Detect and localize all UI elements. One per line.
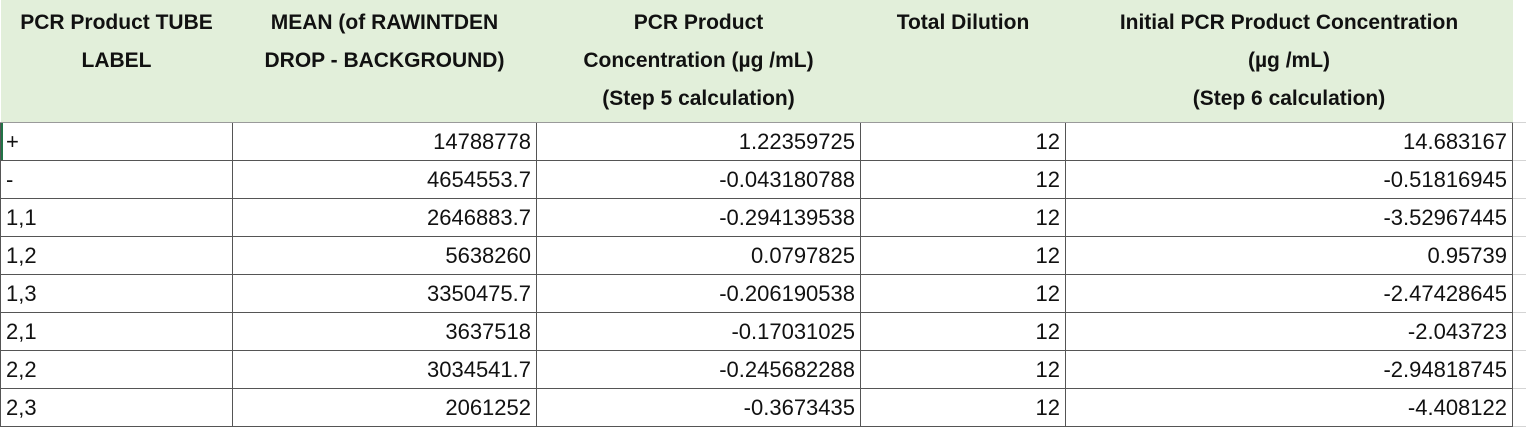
- cell[interactable]: 12: [860, 312, 1066, 351]
- cell[interactable]: 2646883.7: [232, 198, 537, 237]
- cell[interactable]: -2.94818745: [1065, 350, 1513, 389]
- cell[interactable]: 2,2: [0, 350, 233, 389]
- cell[interactable]: 2,3: [0, 388, 233, 427]
- cell[interactable]: -0.043180788: [536, 160, 861, 199]
- cell[interactable]: 2061252: [232, 388, 537, 427]
- header-text: Initial PCR Product Concentration: [1119, 11, 1459, 34]
- cell[interactable]: 1.22359725: [536, 122, 861, 161]
- cell[interactable]: 2,1: [0, 312, 233, 351]
- header-cell: PCR Product TUBE LABEL: [0, 0, 233, 123]
- cell[interactable]: 4654553.7: [232, 160, 537, 199]
- cell[interactable]: -0.3673435: [536, 388, 861, 427]
- cell[interactable]: -0.294139538: [536, 198, 861, 237]
- header-text: DROP - BACKGROUND): [264, 49, 505, 72]
- cell[interactable]: 12: [860, 274, 1066, 313]
- cell[interactable]: -2.47428645: [1065, 274, 1513, 313]
- cell[interactable]: +: [0, 122, 233, 161]
- empty-cell: [1512, 122, 1526, 161]
- cell[interactable]: 12: [860, 388, 1066, 427]
- cell[interactable]: 0.95739: [1065, 236, 1513, 275]
- header-cell: Total Dilution: [860, 0, 1066, 123]
- cell[interactable]: 12: [860, 350, 1066, 389]
- cell[interactable]: 0.0797825: [536, 236, 861, 275]
- data-row: 2,2 3034541.7 -0.245682288 12 -2.94818745: [0, 350, 1526, 389]
- data-row: 2,3 2061252 -0.3673435 12 -4.408122: [0, 388, 1526, 427]
- empty-cell: [1512, 236, 1526, 275]
- cell[interactable]: 12: [860, 122, 1066, 161]
- cell[interactable]: 1,1: [0, 198, 233, 237]
- header-cell: Initial PCR Product Concentration (µg /mL…: [1065, 0, 1513, 123]
- header-row: PCR Product TUBE LABEL MEAN (of RAWINTDEN D…: [0, 0, 1526, 123]
- cell[interactable]: -2.043723: [1065, 312, 1513, 351]
- header-text: Total Dilution: [896, 11, 1030, 34]
- data-row: 2,1 3637518 -0.17031025 12 -2.043723: [0, 312, 1526, 351]
- data-row: 1,3 3350475.7 -0.206190538 12 -2.47428645: [0, 274, 1526, 313]
- header-text: (Step 5 calculation): [602, 87, 795, 110]
- cell[interactable]: 3350475.7: [232, 274, 537, 313]
- empty-cell: [1512, 198, 1526, 237]
- header-text: (µg /mL): [1247, 49, 1331, 72]
- data-row: 1,1 2646883.7 -0.294139538 12 -3.52967445: [0, 198, 1526, 237]
- table-body: +14788778 1.22359725 12 14.683167-4654553.7…: [0, 122, 1526, 427]
- cell[interactable]: -0.51816945: [1065, 160, 1513, 199]
- header-cell: MEAN (of RAWINTDEN DROP - BACKGROUND): [232, 0, 537, 123]
- empty-cell: [1512, 160, 1526, 199]
- empty-cell: [1512, 274, 1526, 313]
- data-row: -4654553.7 -0.043180788 12 -0.51816945: [0, 160, 1526, 199]
- cell[interactable]: 12: [860, 160, 1066, 199]
- header-cell: PCR Product Concentration (µg /mL) (Step 5…: [536, 0, 861, 123]
- header-text: LABEL: [81, 49, 152, 72]
- header-text: Concentration (µg /mL): [583, 49, 814, 72]
- cell[interactable]: -0.245682288: [536, 350, 861, 389]
- cell[interactable]: 14.683167: [1065, 122, 1513, 161]
- cell[interactable]: -0.206190538: [536, 274, 861, 313]
- cell[interactable]: -4.408122: [1065, 388, 1513, 427]
- header-text: PCR Product: [633, 11, 764, 34]
- cell[interactable]: -3.52967445: [1065, 198, 1513, 237]
- header-text: PCR Product TUBE: [20, 11, 213, 34]
- empty-cell: [1512, 0, 1526, 123]
- data-row: +14788778 1.22359725 12 14.683167: [0, 122, 1526, 161]
- empty-cell: [1512, 388, 1526, 427]
- cell[interactable]: 3034541.7: [232, 350, 537, 389]
- header-text: (Step 6 calculation): [1192, 87, 1386, 110]
- cell[interactable]: 12: [860, 198, 1066, 237]
- cell[interactable]: 5638260: [232, 236, 537, 275]
- data-row: 1,2 5638260 0.0797825 12 0.95739: [0, 236, 1526, 275]
- cell[interactable]: -0.17031025: [536, 312, 861, 351]
- empty-cell: [1512, 350, 1526, 389]
- cell[interactable]: 3637518: [232, 312, 537, 351]
- cell[interactable]: 12: [860, 236, 1066, 275]
- cell[interactable]: -: [0, 160, 233, 199]
- cell[interactable]: 14788778: [232, 122, 537, 161]
- cell[interactable]: 1,2: [0, 236, 233, 275]
- empty-cell: [1512, 312, 1526, 351]
- cell[interactable]: 1,3: [0, 274, 233, 313]
- header-text: MEAN (of RAWINTDEN: [270, 11, 499, 34]
